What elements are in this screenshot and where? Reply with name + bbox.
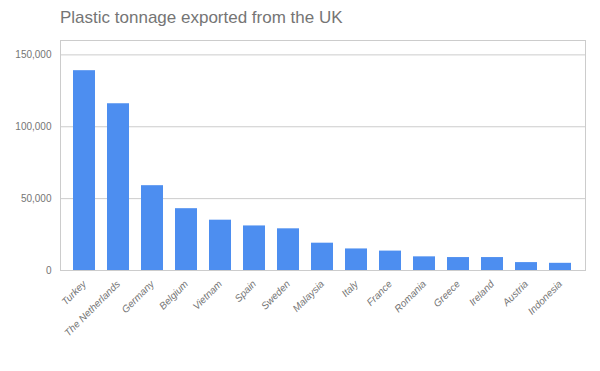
svg-text:Greece: Greece <box>431 278 462 309</box>
svg-text:Germany: Germany <box>119 278 157 316</box>
svg-text:Austria: Austria <box>500 278 531 309</box>
svg-text:150,000: 150,000 <box>15 49 52 60</box>
svg-text:Belgium: Belgium <box>157 278 190 311</box>
svg-text:Spain: Spain <box>232 278 258 304</box>
svg-text:50,000: 50,000 <box>21 193 52 204</box>
svg-text:0: 0 <box>46 265 52 276</box>
svg-text:100,000: 100,000 <box>15 121 52 132</box>
svg-text:The Netherlands: The Netherlands <box>62 278 122 338</box>
svg-text:Romania: Romania <box>392 278 428 314</box>
svg-text:Italy: Italy <box>339 278 360 299</box>
svg-text:France: France <box>364 278 394 308</box>
svg-text:Ireland: Ireland <box>467 278 497 308</box>
svg-text:Sweden: Sweden <box>259 278 293 312</box>
svg-text:Turkey: Turkey <box>59 278 89 308</box>
svg-text:Vietnam: Vietnam <box>191 278 225 312</box>
svg-text:Indonesia: Indonesia <box>526 278 565 317</box>
svg-text:Malaysia: Malaysia <box>290 278 326 314</box>
html-text:Plastic tonnage exported from: Plastic tonnage exported from the UK <box>60 8 343 27</box>
